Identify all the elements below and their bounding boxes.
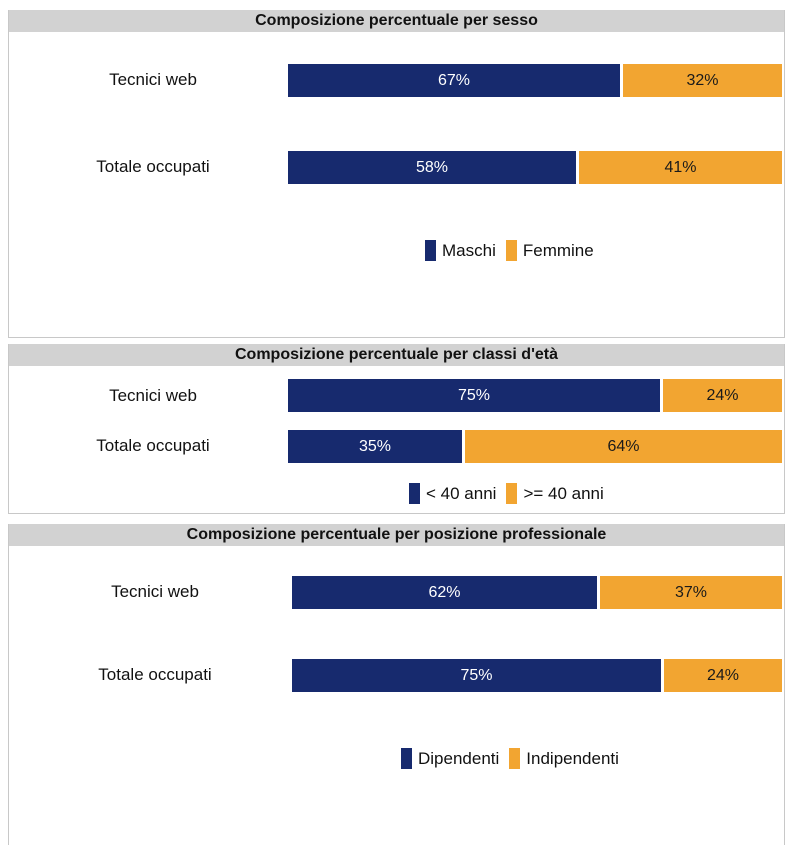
legend-swatch	[425, 240, 436, 261]
category-label: Totale occupati	[98, 665, 212, 684]
data-label: 32%	[686, 72, 719, 89]
legend-item: Femmine	[505, 240, 594, 261]
legend-item: < 40 anni	[409, 483, 496, 504]
bar-segment: 41%	[579, 151, 782, 184]
bar-segment: 58%	[288, 151, 576, 184]
legend-item: >= 40 anni	[506, 483, 604, 504]
legend-label: < 40 anni	[426, 483, 497, 503]
bar-segment: 24%	[664, 659, 782, 692]
chart-legend: Maschi Femmine	[425, 240, 604, 261]
chart-legend: Dipendenti Indipendenti	[401, 748, 629, 769]
legend-label: Maschi	[442, 240, 496, 260]
bar-row: 75% 24%	[288, 379, 782, 412]
data-label: 41%	[664, 159, 697, 176]
category-label: Tecnici web	[111, 582, 199, 601]
data-label: 62%	[428, 584, 461, 601]
legend-item: Dipendenti	[401, 748, 499, 769]
chart-legend: < 40 anni >= 40 anni	[409, 483, 614, 504]
chart-title: Composizione percentuale per posizione p…	[9, 524, 784, 546]
data-label: 75%	[460, 667, 493, 684]
chart-title: Composizione percentuale per sesso	[9, 10, 784, 32]
category-label: Tecnici web	[109, 386, 197, 405]
bar-row: 35% 64%	[288, 430, 782, 463]
data-label: 35%	[358, 438, 392, 455]
bar-segment: 37%	[600, 576, 782, 609]
legend-swatch	[509, 748, 521, 769]
bar-segment: 75%	[292, 659, 661, 692]
bar-segment: 64%	[465, 430, 782, 463]
data-label: 24%	[706, 667, 740, 684]
bar-segment: 32%	[623, 64, 782, 97]
chart-panel-sesso: Composizione percentuale per sesso Tecni…	[8, 10, 785, 338]
legend-label: >= 40 anni	[523, 483, 604, 503]
bar-segment: 75%	[288, 379, 660, 412]
legend-swatch	[401, 748, 412, 769]
category-label: Totale occupati	[96, 436, 210, 455]
bar-row: 75% 24%	[292, 659, 782, 692]
data-label: 24%	[706, 387, 739, 404]
legend-swatch	[506, 483, 518, 504]
bar-row: 58% 41%	[288, 151, 782, 184]
data-label: 75%	[457, 387, 491, 404]
legend-item: Maschi	[425, 240, 496, 261]
bar-segment: 35%	[288, 430, 462, 463]
data-label: 58%	[415, 159, 449, 176]
legend-swatch	[505, 240, 517, 261]
chart-title: Composizione percentuale per classi d'et…	[9, 344, 784, 366]
bar-row: 62% 37%	[292, 576, 782, 609]
data-label: 67%	[437, 72, 471, 89]
legend-label: Femmine	[522, 240, 594, 260]
category-label: Totale occupati	[96, 157, 210, 176]
data-label: 37%	[674, 584, 708, 601]
chart-panel-posizione: Composizione percentuale per posizione p…	[8, 524, 785, 845]
data-label: 64%	[607, 438, 640, 455]
legend-label: Dipendenti	[418, 748, 500, 768]
chart-panel-eta: Composizione percentuale per classi d'et…	[8, 344, 785, 514]
legend-swatch	[409, 483, 420, 504]
legend-label: Indipendenti	[526, 748, 619, 768]
legend-item: Indipendenti	[509, 748, 619, 769]
bar-row: 67% 32%	[288, 64, 782, 97]
category-label: Tecnici web	[109, 70, 197, 89]
bar-segment: 62%	[292, 576, 597, 609]
bar-segment: 67%	[288, 64, 620, 97]
bar-segment: 24%	[663, 379, 782, 412]
